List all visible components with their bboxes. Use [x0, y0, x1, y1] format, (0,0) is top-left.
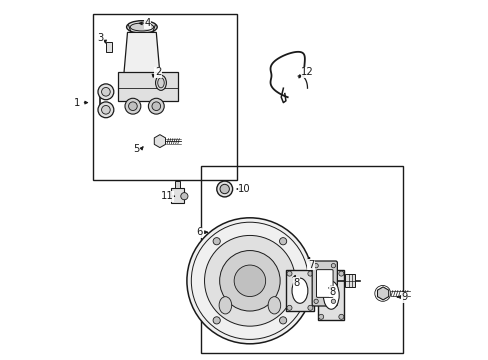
- Circle shape: [279, 238, 286, 245]
- FancyBboxPatch shape: [311, 261, 337, 306]
- Circle shape: [204, 235, 295, 326]
- Bar: [318, 270, 344, 320]
- Text: 12: 12: [301, 67, 313, 77]
- Circle shape: [102, 87, 110, 96]
- Text: 2: 2: [155, 67, 161, 77]
- Ellipse shape: [267, 297, 280, 314]
- FancyBboxPatch shape: [316, 270, 332, 297]
- Circle shape: [338, 271, 343, 276]
- Circle shape: [152, 102, 160, 111]
- Polygon shape: [123, 32, 160, 74]
- Circle shape: [313, 299, 318, 303]
- Text: 9: 9: [401, 292, 407, 302]
- Text: 8: 8: [329, 287, 335, 297]
- Circle shape: [220, 184, 229, 194]
- Bar: [175, 181, 180, 188]
- Text: 4: 4: [144, 18, 150, 28]
- Ellipse shape: [130, 23, 153, 31]
- Circle shape: [98, 84, 114, 100]
- Circle shape: [307, 271, 312, 276]
- Text: 8: 8: [293, 278, 299, 288]
- Bar: [118, 72, 178, 101]
- Text: 6: 6: [196, 227, 202, 237]
- Ellipse shape: [323, 281, 339, 309]
- Ellipse shape: [126, 21, 157, 33]
- Circle shape: [286, 271, 291, 276]
- Circle shape: [318, 314, 323, 319]
- Circle shape: [307, 305, 312, 310]
- Circle shape: [213, 238, 220, 245]
- Circle shape: [181, 193, 187, 200]
- Ellipse shape: [158, 78, 164, 88]
- Bar: [93, 14, 237, 180]
- Circle shape: [216, 181, 232, 197]
- Circle shape: [125, 98, 141, 114]
- Circle shape: [234, 265, 265, 297]
- Circle shape: [318, 271, 323, 276]
- Ellipse shape: [291, 278, 307, 303]
- Text: 11: 11: [161, 191, 173, 201]
- Bar: [201, 166, 402, 353]
- Circle shape: [98, 102, 114, 118]
- Circle shape: [128, 102, 137, 111]
- Circle shape: [338, 314, 343, 319]
- Circle shape: [102, 105, 110, 114]
- Circle shape: [330, 299, 335, 303]
- Ellipse shape: [155, 75, 166, 90]
- Circle shape: [213, 317, 220, 324]
- Circle shape: [148, 98, 164, 114]
- Text: 3: 3: [97, 33, 103, 43]
- Text: 10: 10: [238, 184, 250, 194]
- Text: 7: 7: [307, 260, 314, 270]
- Circle shape: [330, 264, 335, 268]
- Text: 1: 1: [74, 98, 80, 108]
- Bar: [285, 270, 313, 311]
- Ellipse shape: [219, 297, 231, 314]
- Circle shape: [313, 264, 318, 268]
- Text: 5: 5: [133, 144, 140, 154]
- Bar: [345, 274, 355, 287]
- Circle shape: [286, 305, 291, 310]
- Circle shape: [279, 317, 286, 324]
- Bar: [171, 188, 184, 203]
- Circle shape: [219, 251, 280, 311]
- Bar: [106, 42, 112, 52]
- Circle shape: [186, 218, 312, 344]
